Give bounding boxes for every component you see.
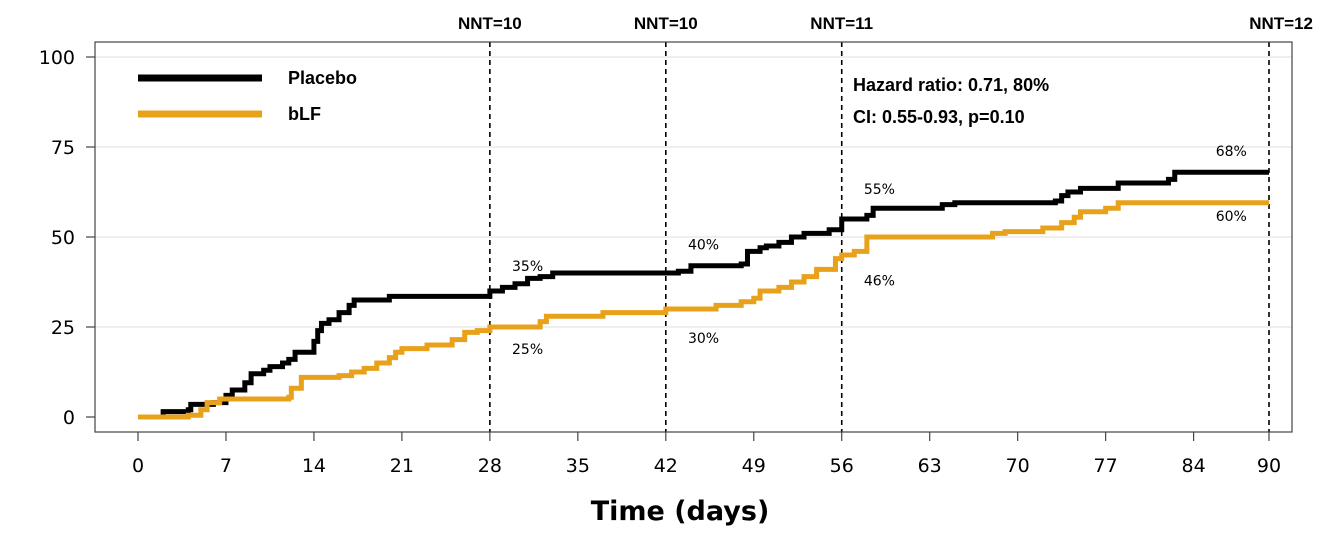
y-tick-label-50: 50: [51, 227, 75, 249]
x-tick-label-63: 63: [918, 455, 942, 477]
nnt-label-day-90: NNT=12: [1249, 14, 1313, 33]
x-tick-label-77: 77: [1094, 455, 1118, 477]
x-tick-label-56: 56: [830, 455, 854, 477]
percent-label: 60%: [1216, 209, 1247, 225]
grid-lines: [95, 56, 1292, 328]
x-tick-label-0: 0: [132, 455, 144, 477]
y-tick-label-100: 100: [39, 47, 75, 69]
nnt-label-day-28: NNT=10: [458, 14, 522, 33]
y-axis: 0 25 50 75 100: [39, 47, 95, 429]
legend: Placebo bLF: [138, 68, 357, 124]
y-tick-label-25: 25: [51, 317, 75, 339]
percent-label: 30%: [688, 331, 719, 347]
x-tick-label-28: 28: [478, 455, 502, 477]
percent-label: 25%: [512, 342, 543, 358]
x-tick-label-42: 42: [654, 455, 678, 477]
percent-label: 46%: [864, 274, 895, 290]
x-tick-label-35: 35: [566, 455, 590, 477]
legend-label-blf: bLF: [288, 104, 321, 124]
x-tick-label-14: 14: [302, 455, 326, 477]
percent-label: 55%: [864, 182, 895, 198]
reference-labels: NNT=10 NNT=10 NNT=11 NNT=12: [458, 14, 1313, 33]
hazard-ratio-annotation: Hazard ratio: 0.71, 80% CI: 0.55-0.93, p…: [853, 75, 1049, 127]
y-tick-label-0: 0: [63, 407, 75, 429]
series-line-placebo: [138, 169, 1269, 420]
y-tick-label-75: 75: [51, 137, 75, 159]
percent-label: 40%: [688, 238, 719, 254]
nnt-label-day-56: NNT=11: [810, 14, 873, 33]
nnt-label-day-42: NNT=10: [634, 14, 698, 33]
percent-label: 68%: [1216, 144, 1247, 160]
legend-label-placebo: Placebo: [288, 68, 357, 88]
series-lines: [138, 169, 1269, 420]
series-line-blf: [138, 200, 1269, 420]
x-tick-label-7: 7: [220, 455, 232, 477]
x-tick-label-49: 49: [742, 455, 766, 477]
x-tick-label-84: 84: [1182, 455, 1206, 477]
x-tick-label-70: 70: [1006, 455, 1030, 477]
hazard-ratio-line-2: CI: 0.55-0.93, p=0.10: [853, 107, 1025, 127]
x-axis-title: Time (days): [591, 496, 770, 527]
percent-label: 35%: [512, 259, 543, 275]
x-tick-label-21: 21: [390, 455, 414, 477]
reference-lines: [489, 42, 1270, 432]
x-tick-label-90: 90: [1257, 455, 1281, 477]
percent-annotations: 35% 25% 40% 30% 55% 46% 68% 60%: [512, 144, 1247, 358]
hazard-ratio-line-1: Hazard ratio: 0.71, 80%: [853, 75, 1049, 95]
x-axis: 0 7 14 21 28 35 42 49 56 63 70 77 84 90: [132, 432, 1281, 477]
